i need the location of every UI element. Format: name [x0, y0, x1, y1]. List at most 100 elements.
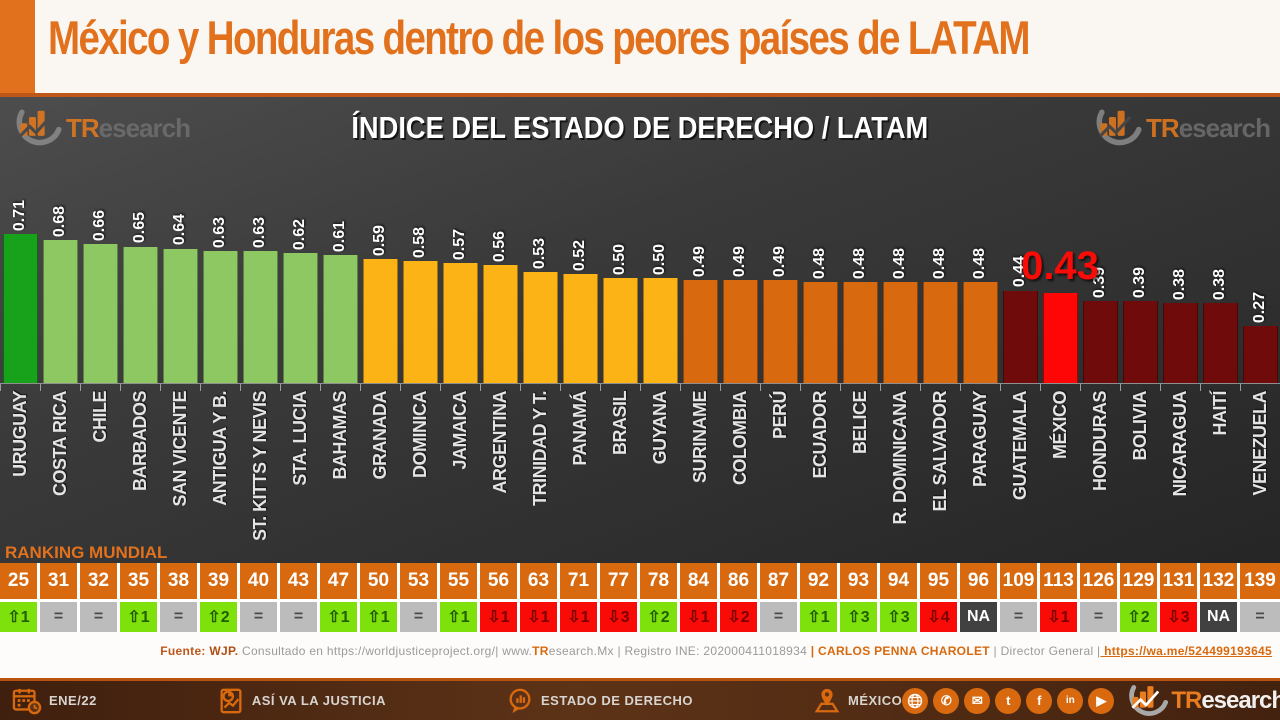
calendar-clock-icon [12, 688, 42, 714]
change-cell-na: NA [960, 602, 1000, 632]
change-cell-up: ⇧1 [800, 602, 840, 632]
ranking-cell: 126 [1080, 563, 1120, 599]
bar [402, 261, 438, 383]
ranking-change-row: ⇧1 = = ⇧1 = ⇧2 = = ⇧1 ⇧1 = ⇧1 ⇩1 ⇩1 ⇩1 ⇩3 ⇧2 ⇩1 ⇩2 = ⇧1 ⇧3 ⇧3 ⇩… [0, 599, 1280, 632]
country-label: BARBADOS [129, 391, 150, 492]
value-label: 0.38 [1171, 269, 1188, 301]
country-label: SAN VICENTE [169, 391, 190, 507]
country-label: PARAGUAY [969, 391, 990, 488]
change-cell-down: ⇩1 [1040, 602, 1080, 632]
change-cell-up: ⇧1 [360, 602, 400, 632]
country-column: CHILE [80, 391, 120, 543]
country-label: COSTA RICA [49, 391, 70, 496]
tresearch-logo-right: TResearch [1090, 106, 1271, 150]
country-column: SURINAME [680, 391, 720, 543]
value-label: 0.62 [291, 218, 308, 250]
country-label: GUATEMALA [1009, 391, 1030, 501]
ranking-cell: 92 [800, 563, 840, 599]
value-label: 0.59 [371, 224, 388, 257]
value-label: 0.50 [611, 243, 628, 275]
change-cell-down: ⇩2 [720, 602, 760, 632]
footer-justicia: ASÍ VA LA JUSTICIA [217, 687, 386, 715]
change-cell-up: ⇧2 [1120, 602, 1160, 632]
footer-pais-label: MÉXICO [848, 693, 903, 708]
change-cell-eq: = [280, 602, 320, 632]
bar-column-ARGENTINA: 0.56 [480, 159, 520, 383]
ranking-cell: 40 [240, 563, 280, 599]
highlight-value-label: 0.43 [1021, 243, 1099, 288]
value-label: 0.38 [1211, 269, 1228, 301]
value-label: 0.48 [811, 248, 828, 280]
header-underline [0, 93, 1280, 97]
bar [1242, 326, 1278, 383]
ranking-cell: 71 [560, 563, 600, 599]
bar [122, 246, 158, 383]
bar-column-VENEZUELA: 0.27 [1240, 159, 1280, 383]
change-cell-up: ⇧3 [880, 602, 920, 632]
chart-title: ÍNDICE DEL ESTADO DE DERECHO / LATAM [351, 110, 929, 145]
value-label: 0.58 [411, 227, 428, 259]
tresearch-logo-icon [16, 109, 62, 146]
bar-column-NICARAGUA: 0.38 [1160, 159, 1200, 383]
value-label: 0.61 [331, 220, 348, 252]
bar-column-MÉXICO: 0.43 [1021, 159, 1099, 383]
bar-column-JAMAICA: 0.57 [440, 159, 480, 383]
value-label: 0.53 [531, 237, 548, 269]
bar-column-BARBADOS: 0.65 [120, 159, 160, 383]
value-label: 0.48 [971, 248, 988, 280]
bar [682, 280, 718, 383]
country-column: GRANADA [360, 391, 400, 543]
ranking-cell: 43 [280, 563, 320, 599]
country-label: ECUADOR [809, 391, 830, 479]
bar-column-GUATEMALA: 0.44 [1000, 159, 1040, 383]
change-cell-up: ⇧2 [200, 602, 240, 632]
bar-column-GUYANA: 0.50 [640, 159, 680, 383]
change-cell-down: ⇩1 [560, 602, 600, 632]
footer-bar: ENE/22 ASÍ VA LA JUSTICIA ESTADO DE DERE… [0, 678, 1280, 720]
bar-column-ECUADOR: 0.48 [800, 159, 840, 383]
country-label: PANAMÁ [569, 391, 590, 466]
value-label: 0.48 [931, 248, 948, 280]
source-text: | CARLOS PENNA CHAROLET [810, 644, 994, 658]
bar-column-COSTA RICA: 0.68 [40, 159, 80, 383]
value-label: 0.50 [651, 243, 668, 275]
value-label: 0.71 [11, 199, 28, 231]
bar-column-R. DOMINICANA: 0.48 [880, 159, 920, 383]
country-column: BAHAMAS [320, 391, 360, 543]
country-label: BELICE [849, 391, 870, 455]
country-label: BAHAMAS [329, 391, 350, 480]
country-column: GUYANA [640, 391, 680, 543]
bar-column-PARAGUAY: 0.48 [960, 159, 1000, 383]
bar-column-HONDURAS: 0.39 [1080, 159, 1120, 383]
whatsapp-link[interactable]: https://wa.me/524499193645 [1100, 644, 1272, 658]
value-label: 0.63 [211, 216, 228, 248]
country-column: SAN VICENTE [160, 391, 200, 543]
country-column: ANTIGUA Y B. [200, 391, 240, 543]
value-label: 0.63 [251, 216, 268, 248]
source-text: Consultado en https://worldjusticeprojec… [241, 644, 533, 658]
country-label: EL SALVADOR [929, 391, 950, 512]
ranking-cell: 50 [360, 563, 400, 599]
country-label: STA. LUCIA [289, 391, 310, 486]
ranking-cell: 47 [320, 563, 360, 599]
value-label: 0.49 [771, 245, 788, 278]
bar-column-URUGUAY: 0.71 [0, 159, 40, 383]
twitter-icon: t [995, 687, 1022, 714]
facebook-icon: f [1026, 687, 1053, 714]
bar-column-STA. LUCIA: 0.62 [280, 159, 320, 383]
footer-pais: MÉXICO [813, 687, 902, 715]
globe-icon [902, 687, 929, 714]
country-column: DOMINICA [400, 391, 440, 543]
country-column: BRASIL [600, 391, 640, 543]
tresearch-logo-text: TResearch [66, 112, 191, 143]
change-cell-eq: = [160, 602, 200, 632]
bar [802, 282, 838, 383]
country-column: PERÚ [760, 391, 800, 543]
country-label: HONDURAS [1089, 391, 1110, 492]
bar-column-PERÚ: 0.49 [760, 159, 800, 383]
bar-column-COLOMBIA: 0.49 [720, 159, 760, 383]
bar [562, 273, 598, 383]
bar [762, 280, 798, 383]
tresearch-logo-left: TResearch [10, 106, 191, 150]
value-label: 0.49 [691, 245, 708, 278]
